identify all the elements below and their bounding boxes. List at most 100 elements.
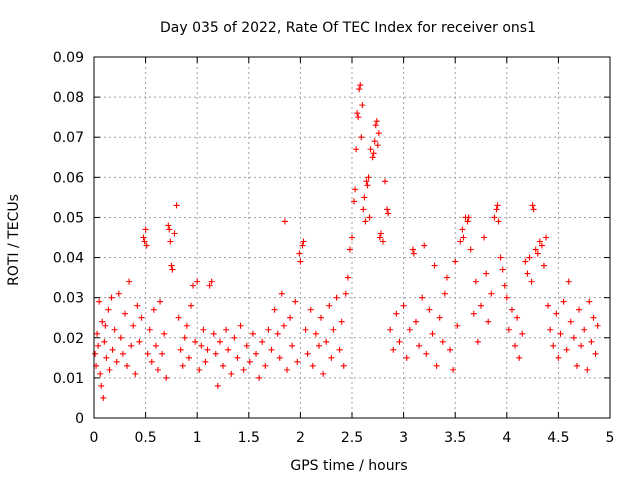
data-point <box>262 362 269 369</box>
data-point <box>560 298 567 305</box>
data-point <box>168 262 175 269</box>
data-point <box>166 226 173 233</box>
data-point <box>141 238 148 245</box>
data-point <box>143 242 150 249</box>
data-point <box>208 278 215 285</box>
data-point <box>567 318 574 325</box>
data-point <box>540 262 547 269</box>
chart-title: Day 035 of 2022, Rate Of TEC Index for r… <box>160 20 536 36</box>
data-point <box>99 318 106 325</box>
x-tick-label: 5 <box>606 430 615 446</box>
data-point <box>318 314 325 321</box>
data-point <box>196 366 203 373</box>
data-point <box>441 290 448 297</box>
data-point <box>421 242 428 249</box>
data-point <box>529 202 536 209</box>
data-point <box>371 138 378 145</box>
data-point <box>100 394 107 401</box>
data-point <box>576 306 583 313</box>
x-tick-label: 1 <box>193 430 202 446</box>
data-point <box>467 246 474 253</box>
data-point <box>307 306 314 313</box>
data-point <box>557 330 564 337</box>
data-points <box>92 82 601 401</box>
data-point <box>474 338 481 345</box>
data-point <box>157 298 164 305</box>
data-point <box>152 342 159 349</box>
data-point <box>439 338 446 345</box>
data-point <box>94 330 101 337</box>
data-point <box>292 298 299 305</box>
data-point <box>344 274 351 281</box>
data-point <box>243 342 250 349</box>
data-point <box>536 238 543 245</box>
data-point <box>450 366 457 373</box>
data-point <box>312 330 319 337</box>
data-point <box>296 250 303 257</box>
x-axis-label: GPS time / hours <box>290 458 407 474</box>
y-tick-label: 0.08 <box>53 90 84 106</box>
data-point <box>376 234 383 241</box>
data-point <box>387 326 394 333</box>
data-point <box>304 350 311 357</box>
data-point <box>169 266 176 273</box>
data-point <box>140 234 147 241</box>
data-point <box>416 342 423 349</box>
data-point <box>181 334 188 341</box>
data-point <box>590 314 597 321</box>
data-point <box>377 230 384 237</box>
data-point <box>400 302 407 309</box>
data-point <box>516 354 523 361</box>
data-point <box>464 218 471 225</box>
data-point <box>256 374 263 381</box>
data-point <box>495 218 502 225</box>
data-point <box>175 314 182 321</box>
data-point <box>204 346 211 353</box>
data-point <box>491 214 498 221</box>
data-point <box>410 250 417 257</box>
data-point <box>134 302 141 309</box>
data-point <box>249 330 256 337</box>
data-point <box>300 238 307 245</box>
data-point <box>225 346 232 353</box>
x-tick-label: 2.5 <box>341 430 363 446</box>
data-point <box>228 370 235 377</box>
data-point <box>360 206 367 213</box>
data-point <box>192 338 199 345</box>
data-point <box>457 238 464 245</box>
data-point <box>200 326 207 333</box>
axis-ticks: 0 0.01 0.02 0.03 0.04 0.05 0.06 0.07 0.08 0.09 0 0.… <box>53 50 615 446</box>
data-point <box>223 326 230 333</box>
data-point <box>274 330 281 337</box>
data-point <box>276 354 283 361</box>
data-point <box>573 362 580 369</box>
data-point <box>547 326 554 333</box>
data-point <box>375 130 382 137</box>
y-tick-label: 0.01 <box>53 371 84 387</box>
data-point <box>216 338 223 345</box>
data-point <box>354 110 361 117</box>
data-point <box>346 246 353 253</box>
data-point <box>361 194 368 201</box>
data-point <box>524 270 531 277</box>
data-point <box>362 218 369 225</box>
data-point <box>92 350 99 357</box>
data-point <box>309 362 316 369</box>
data-point <box>253 350 260 357</box>
data-point <box>105 306 112 313</box>
x-tick-label: 1.5 <box>238 430 260 446</box>
data-point <box>481 234 488 241</box>
data-point <box>108 294 115 301</box>
grid-lines <box>94 57 610 418</box>
data-point <box>96 298 103 305</box>
data-point <box>485 318 492 325</box>
data-point <box>109 346 116 353</box>
data-point <box>433 362 440 369</box>
data-point <box>161 330 168 337</box>
data-point <box>190 282 197 289</box>
y-tick-label: 0.07 <box>53 130 84 146</box>
y-tick-label: 0.04 <box>53 251 84 267</box>
data-point <box>365 174 372 181</box>
data-point <box>142 226 149 233</box>
data-point <box>297 258 304 265</box>
